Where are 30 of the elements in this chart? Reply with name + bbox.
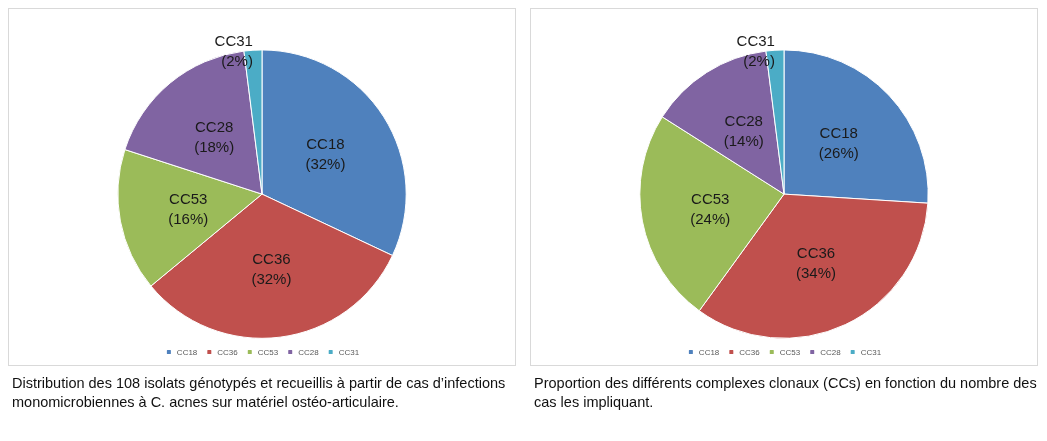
legend-label: CC18 [698,347,720,357]
slice-label: CC53 [691,189,730,207]
data-label: (24%) [690,209,731,227]
legend-label: CC28 [298,347,320,357]
data-label: (18%) [194,137,235,155]
slice-label: CC28 [194,117,234,135]
slice-label: CC18 [819,124,858,142]
data-label: (32%) [305,155,346,173]
text: Distribution des 108 isolats génotypés et recueillis à partir de cas d’infections monomicrobiennes à C. acnes sur matériel ostéo-articulaire. [11,374,507,412]
slice-label: CC36 [252,250,291,268]
slice-label: CC31 [736,31,775,49]
legend-label: CC53 [257,347,279,357]
legend-label: CC31 [338,347,360,357]
data-label: (14%) [723,132,764,150]
data-label: (32%) [251,270,292,288]
slice-label: CC53 [169,189,208,207]
text: Proportion des différents complexes clonaux (CCs) en fonction du nombre des cas les impliquant. [533,374,1038,412]
legend-label: CC31 [860,347,882,357]
slice-label: CC18 [306,135,345,153]
data-label: (16%) [168,209,209,227]
legend-label: CC18 [176,347,198,357]
legend-label: CC28 [820,347,842,357]
slice-label: CC28 [724,112,763,130]
legend-label: CC36 [739,347,761,357]
legend-label: CC36 [217,347,239,357]
legend-label: CC53 [779,347,801,357]
slice-label: CC36 [796,243,836,261]
data-label: (26%) [818,144,859,162]
slice-label: CC31 [214,31,253,49]
data-label: (34%) [795,263,836,281]
